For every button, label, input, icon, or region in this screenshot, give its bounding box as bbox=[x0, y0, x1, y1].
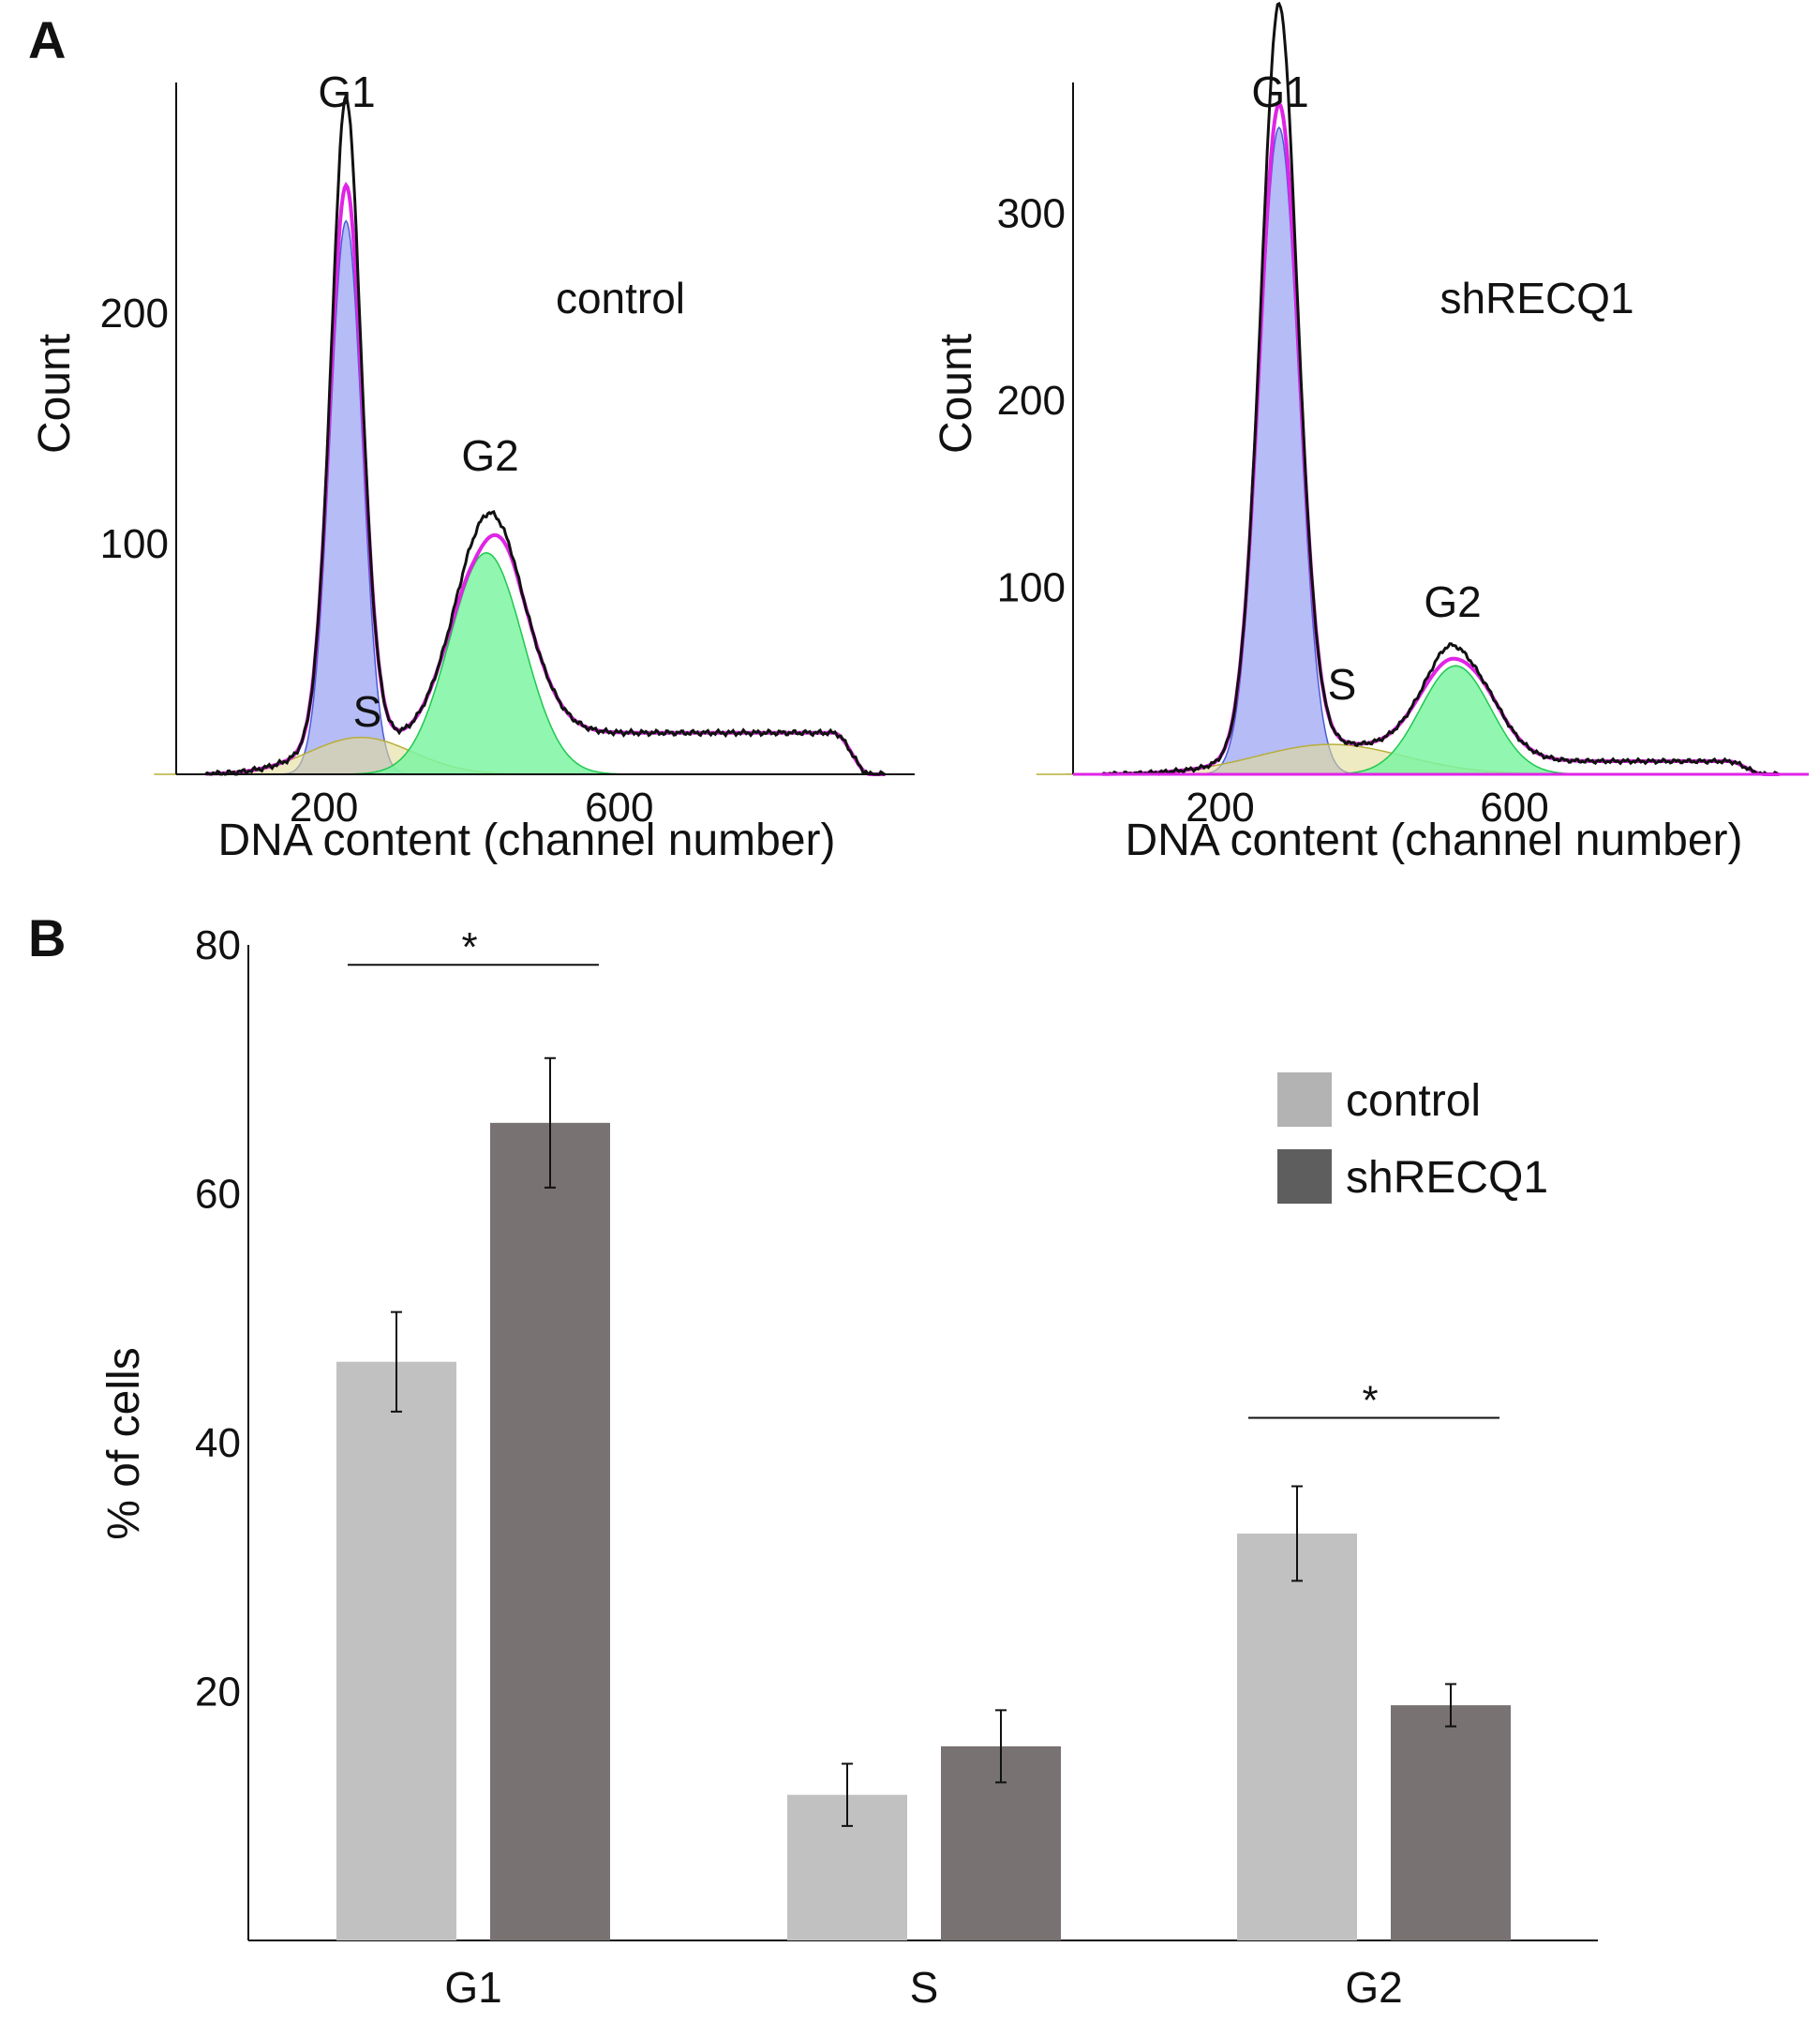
peak-label-g2: G2 bbox=[1424, 577, 1481, 626]
peak-label-s: S bbox=[1328, 660, 1357, 709]
legend-label-shrecq1: shRECQ1 bbox=[1346, 1153, 1548, 1203]
legend-label-control: control bbox=[1346, 1076, 1481, 1126]
error-bar-shrecq1-g1 bbox=[545, 1056, 556, 1189]
y-tick-label-20: 20 bbox=[195, 1670, 241, 1715]
histogram-control: 200 600 100 200 DNA content (channel num… bbox=[30, 67, 915, 865]
y-tick-label-100: 100 bbox=[997, 565, 1066, 611]
error-bars bbox=[391, 1056, 1456, 1827]
data-histogram-line bbox=[1101, 1, 1780, 776]
significance-markers: * * bbox=[348, 924, 1499, 1423]
x-tick-label-200: 200 bbox=[290, 785, 358, 831]
y-tick-label-40: 40 bbox=[195, 1420, 241, 1466]
peak-label-g1: G1 bbox=[1251, 67, 1308, 116]
histogram-shrecq1: 200 600 100 200 300 DNA content (channel… bbox=[932, 1, 1809, 865]
category-labels: G1 S G2 bbox=[444, 1963, 1402, 2012]
y-tick-label-300: 300 bbox=[997, 191, 1066, 237]
bar-marks bbox=[336, 1122, 1511, 1940]
error-bar-shrecq1-s bbox=[995, 1709, 1007, 1784]
model-fit-line bbox=[205, 181, 886, 776]
significance-star-g1: * bbox=[461, 924, 477, 970]
x-axis-title: DNA content (channel number) bbox=[1125, 816, 1742, 865]
y-tick-label-80: 80 bbox=[195, 922, 241, 968]
bar-shrecq1-g2 bbox=[1391, 1705, 1511, 1940]
category-label-s: S bbox=[910, 1963, 939, 2012]
significance-star-g2: * bbox=[1362, 1377, 1378, 1423]
bar-control-g2 bbox=[1237, 1533, 1357, 1940]
error-bar-control-g2 bbox=[1291, 1485, 1303, 1582]
data-histogram-line bbox=[204, 91, 886, 776]
legend: control shRECQ1 bbox=[1277, 1072, 1548, 1204]
bar-chart: 20 40 60 80 % of cells G1 S G2 bbox=[99, 922, 1598, 2012]
y-tick-label-100: 100 bbox=[100, 521, 169, 567]
error-bar-control-s bbox=[842, 1762, 853, 1827]
peak-label-s: S bbox=[353, 687, 382, 736]
y-tick-label-60: 60 bbox=[195, 1172, 241, 1218]
y-axis-title: % of cells bbox=[99, 1347, 149, 1539]
condition-label: control bbox=[556, 274, 685, 322]
x-tick-label-600: 600 bbox=[585, 785, 653, 831]
legend-swatch-control bbox=[1277, 1072, 1332, 1127]
x-tick-label-600: 600 bbox=[1480, 785, 1548, 831]
g2-component-area bbox=[1314, 665, 1597, 775]
category-label-g1: G1 bbox=[444, 1963, 501, 2012]
g1-component-area bbox=[280, 219, 412, 775]
peak-label-g2: G2 bbox=[461, 431, 518, 480]
panel-label-a: A bbox=[28, 10, 66, 69]
error-bar-shrecq1-g2 bbox=[1445, 1683, 1456, 1728]
y-axis-title: Count bbox=[932, 334, 981, 454]
x-axis-title: DNA content (channel number) bbox=[217, 816, 835, 865]
bar-shrecq1-g1 bbox=[490, 1122, 610, 1940]
y-tick-label-200: 200 bbox=[997, 378, 1066, 424]
y-tick-label-200: 200 bbox=[100, 291, 169, 337]
g2-component-area bbox=[337, 552, 635, 775]
y-axis-title: Count bbox=[30, 334, 80, 454]
x-tick-label-200: 200 bbox=[1186, 785, 1254, 831]
category-label-g2: G2 bbox=[1345, 1963, 1402, 2012]
model-fit-line bbox=[1102, 100, 1780, 776]
peak-label-g1: G1 bbox=[318, 67, 375, 116]
bar-control-g1 bbox=[336, 1361, 456, 1940]
panel-label-b: B bbox=[28, 908, 66, 967]
y-ticks: 20 40 60 80 bbox=[195, 922, 241, 1715]
legend-swatch-shrecq1 bbox=[1277, 1149, 1332, 1204]
error-bar-control-g1 bbox=[391, 1311, 402, 1413]
condition-label: shRECQ1 bbox=[1440, 274, 1634, 322]
